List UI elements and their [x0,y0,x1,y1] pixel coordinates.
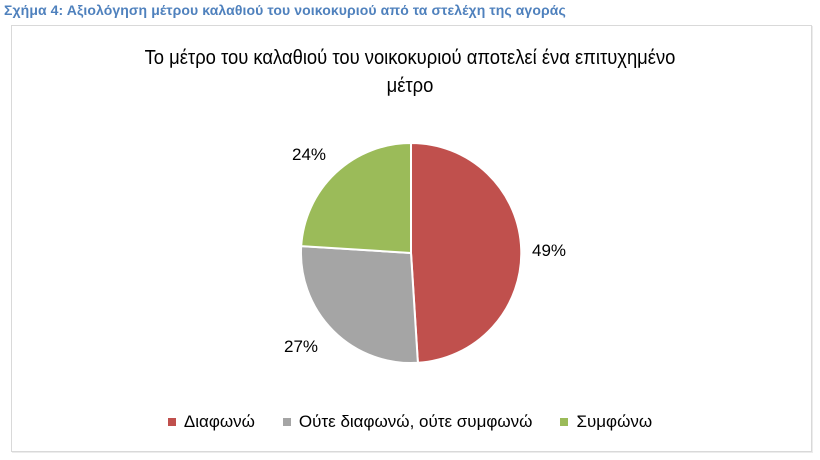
chart-legend: Διαφωνώ Ούτε διαφωνώ, ούτε συμφωνώ Συμφώ… [0,412,820,432]
legend-label-disagree: Διαφωνώ [183,412,255,431]
pie-slice-agree [300,141,412,255]
chart-title-line-2: μέτρο [386,75,434,97]
legend-item-neutral: Ούτε διαφωνώ, ούτε συμφωνώ [282,412,533,432]
data-label-neutral: 27% [284,337,319,356]
legend-item-agree: Συμφώνω [560,412,652,432]
legend-item-disagree: Διαφωνώ [167,412,255,432]
figure-caption: Σχήμα 4: Αξιολόγηση μέτρου καλαθιού του … [4,2,566,18]
chart-title-line-1: Το μέτρο του καλαθιού του νοικοκυριού απ… [144,47,676,69]
chart-title: Το μέτρο του καλαθιού του νοικοκυριού απ… [33,44,787,100]
legend-label-neutral: Ούτε διαφωνώ, ούτε συμφωνώ [298,412,533,431]
legend-swatch-agree [560,418,569,426]
pie-slice-disagree [410,141,523,364]
data-label-agree: 24% [292,145,327,164]
legend-swatch-neutral [282,418,291,426]
data-label-disagree: 49% [532,241,567,260]
legend-label-agree: Συμφώνω [576,412,653,431]
legend-swatch-disagree [167,418,176,426]
pie-slice-neutral [299,245,419,365]
